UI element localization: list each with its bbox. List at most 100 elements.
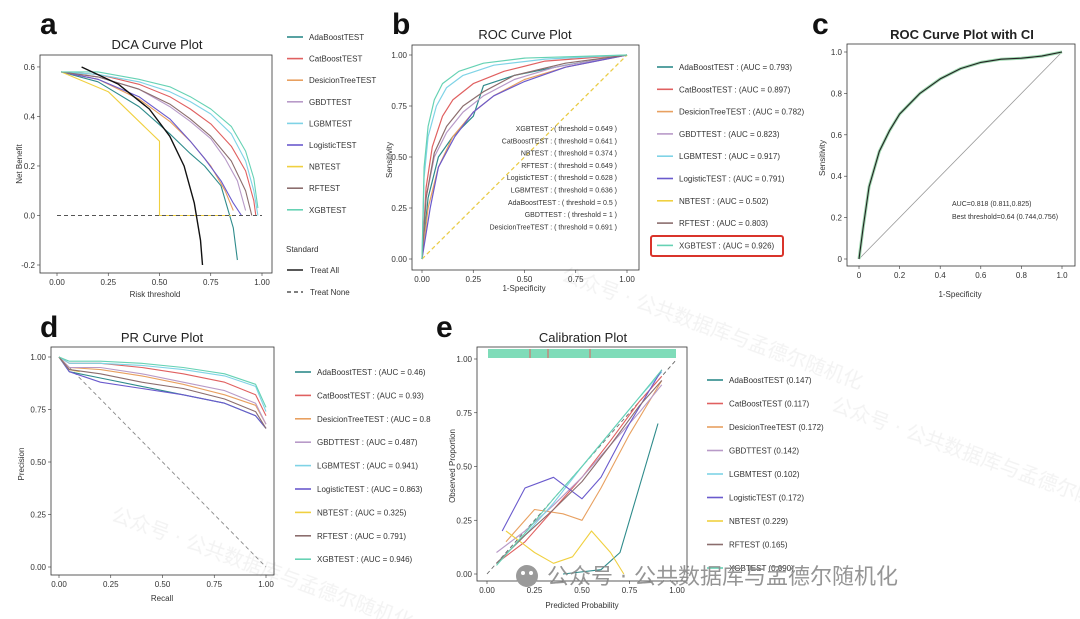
y-tick-label: 0.2	[831, 214, 843, 223]
calibration-line-logistictest	[501, 369, 663, 532]
dca-line-catboosttest	[61, 71, 257, 216]
legend-label-xgbtest: XGBTEST	[309, 206, 346, 215]
x-tick-label: 0.8	[1016, 271, 1028, 280]
y-tick-label: 0.6	[831, 131, 843, 140]
legend-label-nbtest: NBTEST : (AUC = 0.502)	[679, 197, 769, 206]
pr-line-xgbtest	[58, 356, 267, 408]
x-tick-label: 1.00	[258, 580, 274, 589]
plot-frame	[476, 346, 688, 582]
y-tick-label: 1.0	[831, 48, 843, 57]
plot-frame	[846, 43, 1076, 267]
chance-line	[858, 51, 1063, 260]
legend-label-catboosttest: CatBoostTEST : (AUC = 0.93)	[317, 391, 424, 400]
x-tick-label: 0	[857, 271, 862, 280]
x-tick-label: 0.2	[894, 271, 906, 280]
legend-label-gbdttest: GBDTTEST : (AUC = 0.823)	[679, 130, 780, 139]
dca-line-lgbmtest	[61, 71, 259, 216]
legend-label-rftest: RFTEST : (AUC = 0.803)	[679, 219, 768, 228]
y-tick-label: 0.25	[30, 511, 46, 520]
pr-line-gbdttest	[58, 356, 267, 425]
legend-label-desiciontreetest: DesicionTreeTEST (0.172)	[729, 423, 824, 432]
x-tick-label: 0.25	[100, 278, 116, 287]
plot-frame	[411, 44, 640, 271]
wechat-watermark: 公众号 · 公共数据库与孟德尔随机化	[516, 565, 898, 590]
wechat-icon	[516, 565, 538, 587]
chart-title: DCA Curve Plot	[111, 37, 202, 52]
panel-b-roc: b ROC Curve Plot 1-Specificity Sensitivi…	[385, 8, 804, 293]
x-axis-label: Risk threshold	[130, 290, 181, 299]
legend-label-catboosttest: CatBoostTEST	[309, 55, 362, 64]
legend-label-xgbtest: XGBTEST : (AUC = 0.926)	[679, 241, 775, 250]
x-tick-label: 1.00	[619, 275, 635, 284]
x-tick-label: 1.0	[1056, 271, 1068, 280]
legend-label-xgbtest: XGBTEST (0.090)	[729, 564, 794, 573]
legend-label-adaboosttest: AdaBoostTEST : (AUC = 0.46)	[317, 368, 426, 377]
panel-label-e: e	[436, 311, 453, 344]
x-tick-label: 0.25	[465, 275, 481, 284]
threshold-annotation: AdaBoostTEST : ( threshold = 0.5 )	[508, 200, 617, 207]
y-tick-label: 0.2	[24, 162, 36, 171]
legend-label-treat-none: Treat None	[310, 288, 350, 297]
legend-label-gbdttest: GBDTTEST : (AUC = 0.487)	[317, 438, 418, 447]
x-tick-label: 1.00	[254, 278, 270, 287]
threshold-annotation: XGBTEST : ( threshold = 0.649 )	[516, 126, 617, 133]
legend-label-adaboosttest: AdaBoostTEST (0.147)	[729, 376, 812, 385]
y-tick-label: 0.4	[831, 172, 843, 181]
highlight-box	[650, 235, 784, 257]
watermark-text: 公众号 · 公共数据库与孟德尔随机化	[547, 565, 898, 590]
calibration-line-xgbtest	[496, 369, 663, 566]
y-tick-label: 1.00	[456, 355, 472, 364]
threshold-annotation: DesicionTreeTEST : ( threshold = 0.691 )	[490, 224, 617, 231]
chart-title: ROC Curve Plot	[478, 27, 572, 42]
roc-line-logistictest	[421, 54, 628, 260]
pr-line-lgbmtest	[58, 356, 267, 412]
y-tick-label: 0.8	[831, 89, 843, 98]
legend: AdaBoostTEST (0.147) CatBoostTEST (0.117)…	[707, 376, 824, 573]
x-tick-label: 0.4	[935, 271, 947, 280]
legend-label-gbdttest: GBDTTEST	[309, 98, 352, 107]
legend-label-nbtest: NBTEST	[309, 163, 341, 172]
calibration-line-desiciontreetest	[505, 380, 663, 543]
y-tick-label: 0.6	[24, 63, 36, 72]
legend-label-rftest: RFTEST (0.165)	[729, 541, 788, 550]
baseline-reference	[58, 356, 267, 568]
legend: AdaBoostTEST : (AUC = 0.793) CatBoostTEST…	[657, 63, 804, 250]
legend-label-catboosttest: CatBoostTEST : (AUC = 0.897)	[679, 85, 791, 94]
chart-title: ROC Curve Plot with CI	[890, 27, 1034, 42]
x-tick-label: 0.50	[574, 586, 590, 595]
threshold-annotation: GBDTTEST : ( threshold = 1 )	[525, 212, 617, 219]
dca-line-gbdttest	[61, 71, 247, 211]
legend: AdaBoostTEST : (AUC = 0.46) CatBoostTEST …	[295, 368, 431, 564]
y-tick-label: 0.00	[456, 570, 472, 579]
threshold-annotation: LGBMTEST : ( threshold = 0.636 )	[511, 188, 617, 195]
x-tick-label: 0.75	[568, 275, 584, 284]
y-axis-label: Net Benefit	[15, 143, 24, 183]
y-tick-label: 0.00	[30, 563, 46, 572]
x-tick-label: 1.00	[669, 586, 685, 595]
calibration-line-gbdttest	[496, 384, 663, 553]
y-tick-label: 0.25	[391, 204, 407, 213]
y-axis-label: Sensitivity	[385, 142, 394, 178]
x-tick-label: 0.00	[479, 586, 495, 595]
legend-label-lgbmtest: LGBMTEST : (AUC = 0.917)	[679, 152, 780, 161]
legend-label-xgbtest: XGBTEST : (AUC = 0.946)	[317, 555, 413, 564]
x-tick-label: 0.50	[152, 278, 168, 287]
legend-label-nbtest: NBTEST : (AUC = 0.325)	[317, 508, 407, 517]
y-tick-label: 0.4	[24, 112, 36, 121]
threshold-annotations: XGBTEST : ( threshold = 0.649 ) CatBoostT…	[490, 126, 617, 231]
panel-a-dca: a DCA Curve Plot Risk threshold Net Bene…	[15, 8, 376, 299]
legend-label-desiciontreetest: DesicionTreeTEST : (AUC = 0.8	[317, 415, 431, 424]
x-tick-label: 0.50	[155, 580, 171, 589]
threshold-annotation: CatBoostTEST : ( threshold = 0.641 )	[502, 138, 617, 145]
legend-label-desiciontreetest: DesicionTreeTEST : (AUC = 0.782)	[679, 108, 804, 117]
y-tick-label: 0.0	[24, 211, 36, 220]
x-axis-label: Recall	[151, 594, 173, 603]
legend-label-treat-all: Treat All	[310, 266, 339, 275]
auc-annotation: AUC=0.818 (0.811,0.825)	[952, 201, 1031, 208]
y-tick-label: 0.75	[456, 409, 472, 418]
legend-label-logistictest: LogisticTEST (0.172)	[729, 494, 804, 503]
x-tick-label: 0.6	[975, 271, 987, 280]
x-tick-label: 0.75	[622, 586, 638, 595]
chart-title: Calibration Plot	[539, 330, 628, 345]
legend-label-logistictest: LogisticTEST : (AUC = 0.863)	[317, 485, 423, 494]
